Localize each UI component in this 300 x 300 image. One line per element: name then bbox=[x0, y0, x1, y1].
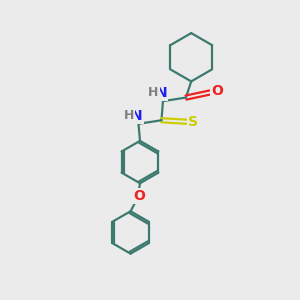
Text: H: H bbox=[148, 86, 159, 99]
Text: S: S bbox=[188, 115, 198, 129]
Text: O: O bbox=[133, 189, 145, 202]
Text: N: N bbox=[156, 86, 167, 100]
Text: O: O bbox=[212, 84, 224, 98]
Text: N: N bbox=[131, 109, 143, 122]
Text: H: H bbox=[124, 109, 134, 122]
